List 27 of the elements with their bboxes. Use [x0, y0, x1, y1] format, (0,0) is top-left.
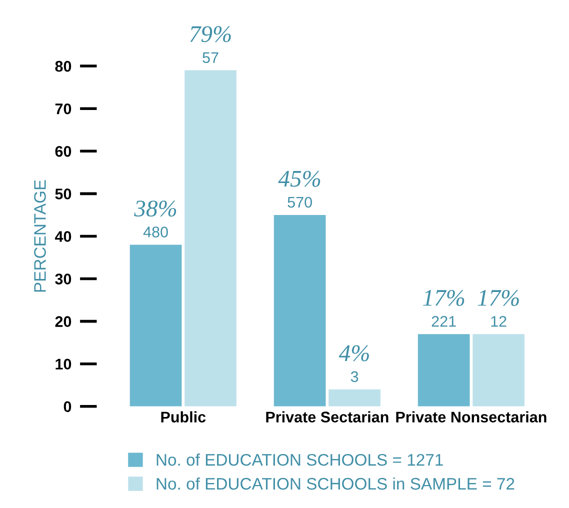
bar: [472, 334, 524, 406]
y-tick-label: 40: [54, 231, 72, 242]
bar: [130, 244, 182, 406]
data-label: 4% 3: [338, 345, 369, 382]
bar: [184, 70, 236, 406]
data-label: 38% 480: [134, 200, 176, 238]
y-tick-label: 50: [55, 188, 72, 200]
y-tick-label: 70: [55, 103, 72, 114]
legend-label: No. of EDUCATION SCHOOLS = 1271: [156, 454, 443, 466]
y-tick-label: 10: [56, 358, 72, 370]
data-label: 17% 221: [423, 290, 464, 327]
bar: [418, 334, 470, 406]
data-label: 17% 12: [478, 290, 519, 327]
x-tick-label: Public: [161, 411, 206, 422]
y-tick-label: 0: [64, 401, 72, 412]
y-tick-label: 60: [55, 146, 72, 157]
bar: [328, 389, 380, 406]
y-tick-label: 30: [55, 274, 72, 284]
y-tick-label: 80: [55, 60, 72, 72]
data-label: 79% 57: [190, 26, 231, 64]
y-axis-title: PERCENTAGE: [34, 180, 46, 292]
x-tick-label: Private Nonsectarian: [396, 411, 546, 422]
data-label: 45% 570: [278, 170, 320, 208]
bar: [274, 214, 326, 406]
x-tick-label: Private Sectarian: [266, 411, 388, 422]
y-tick-label: 20: [55, 316, 72, 327]
legend-label: No. of EDUCATION SCHOOLS in SAMPLE = 72: [156, 477, 514, 490]
